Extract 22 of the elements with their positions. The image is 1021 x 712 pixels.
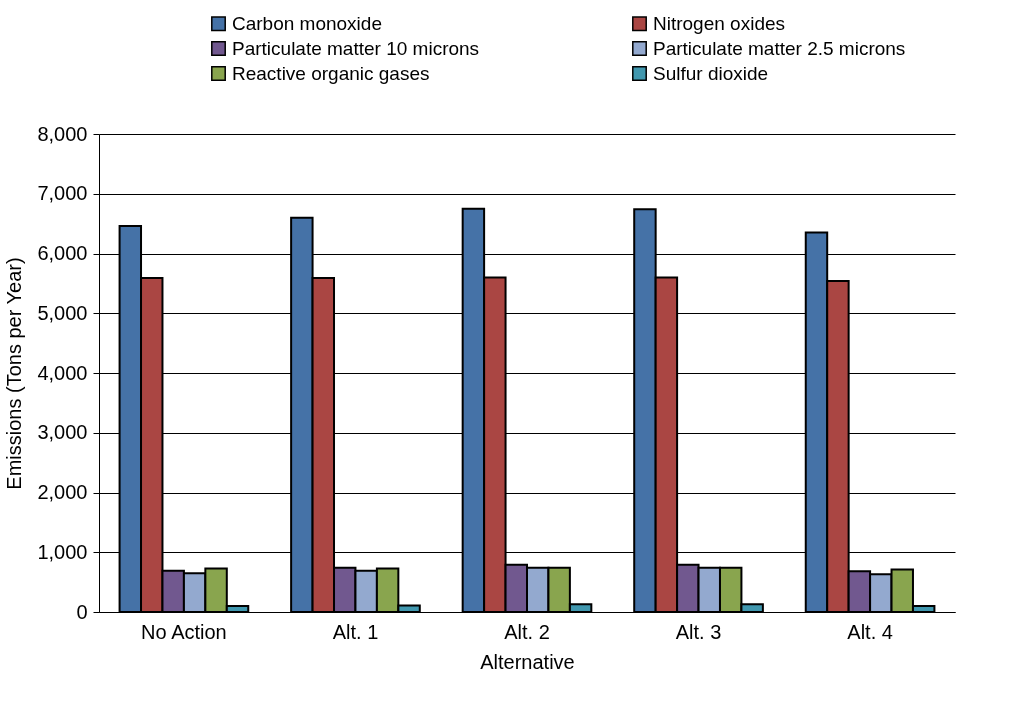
x-axis-title: Alternative	[480, 650, 575, 673]
y-axis-title: Emissions (Tons per Year)	[3, 257, 26, 490]
legend-label: Particulate matter 10 microns	[232, 37, 480, 59]
legend-label: Sulfur dioxide	[653, 62, 769, 84]
y-tick-label: 7,000	[37, 182, 88, 205]
y-tick-label: 5,000	[37, 301, 88, 324]
y-tick-label: 4,000	[37, 361, 88, 384]
legend-label: Reactive organic gases	[232, 62, 430, 84]
y-tick-label: 6,000	[37, 242, 88, 264]
x-tick-label: Alt. 1	[332, 620, 379, 643]
x-tick-label: Alt. 4	[847, 620, 893, 643]
x-tick-label: Alt. 2	[504, 620, 550, 643]
x-tick-label: Alt. 3	[675, 620, 722, 643]
y-tick-label: 2,000	[37, 481, 88, 503]
x-tick-label: No Action	[141, 620, 227, 643]
y-tick-label: 8,000	[37, 122, 88, 145]
legend-label: Carbon monoxide	[232, 12, 382, 34]
legend-label: Nitrogen oxides	[653, 12, 786, 34]
y-tick-label: 1,000	[37, 540, 88, 563]
legend-label: Particulate matter 2.5 microns	[653, 37, 906, 59]
y-tick-label: 0	[76, 600, 88, 623]
y-tick-label: 3,000	[37, 421, 88, 444]
